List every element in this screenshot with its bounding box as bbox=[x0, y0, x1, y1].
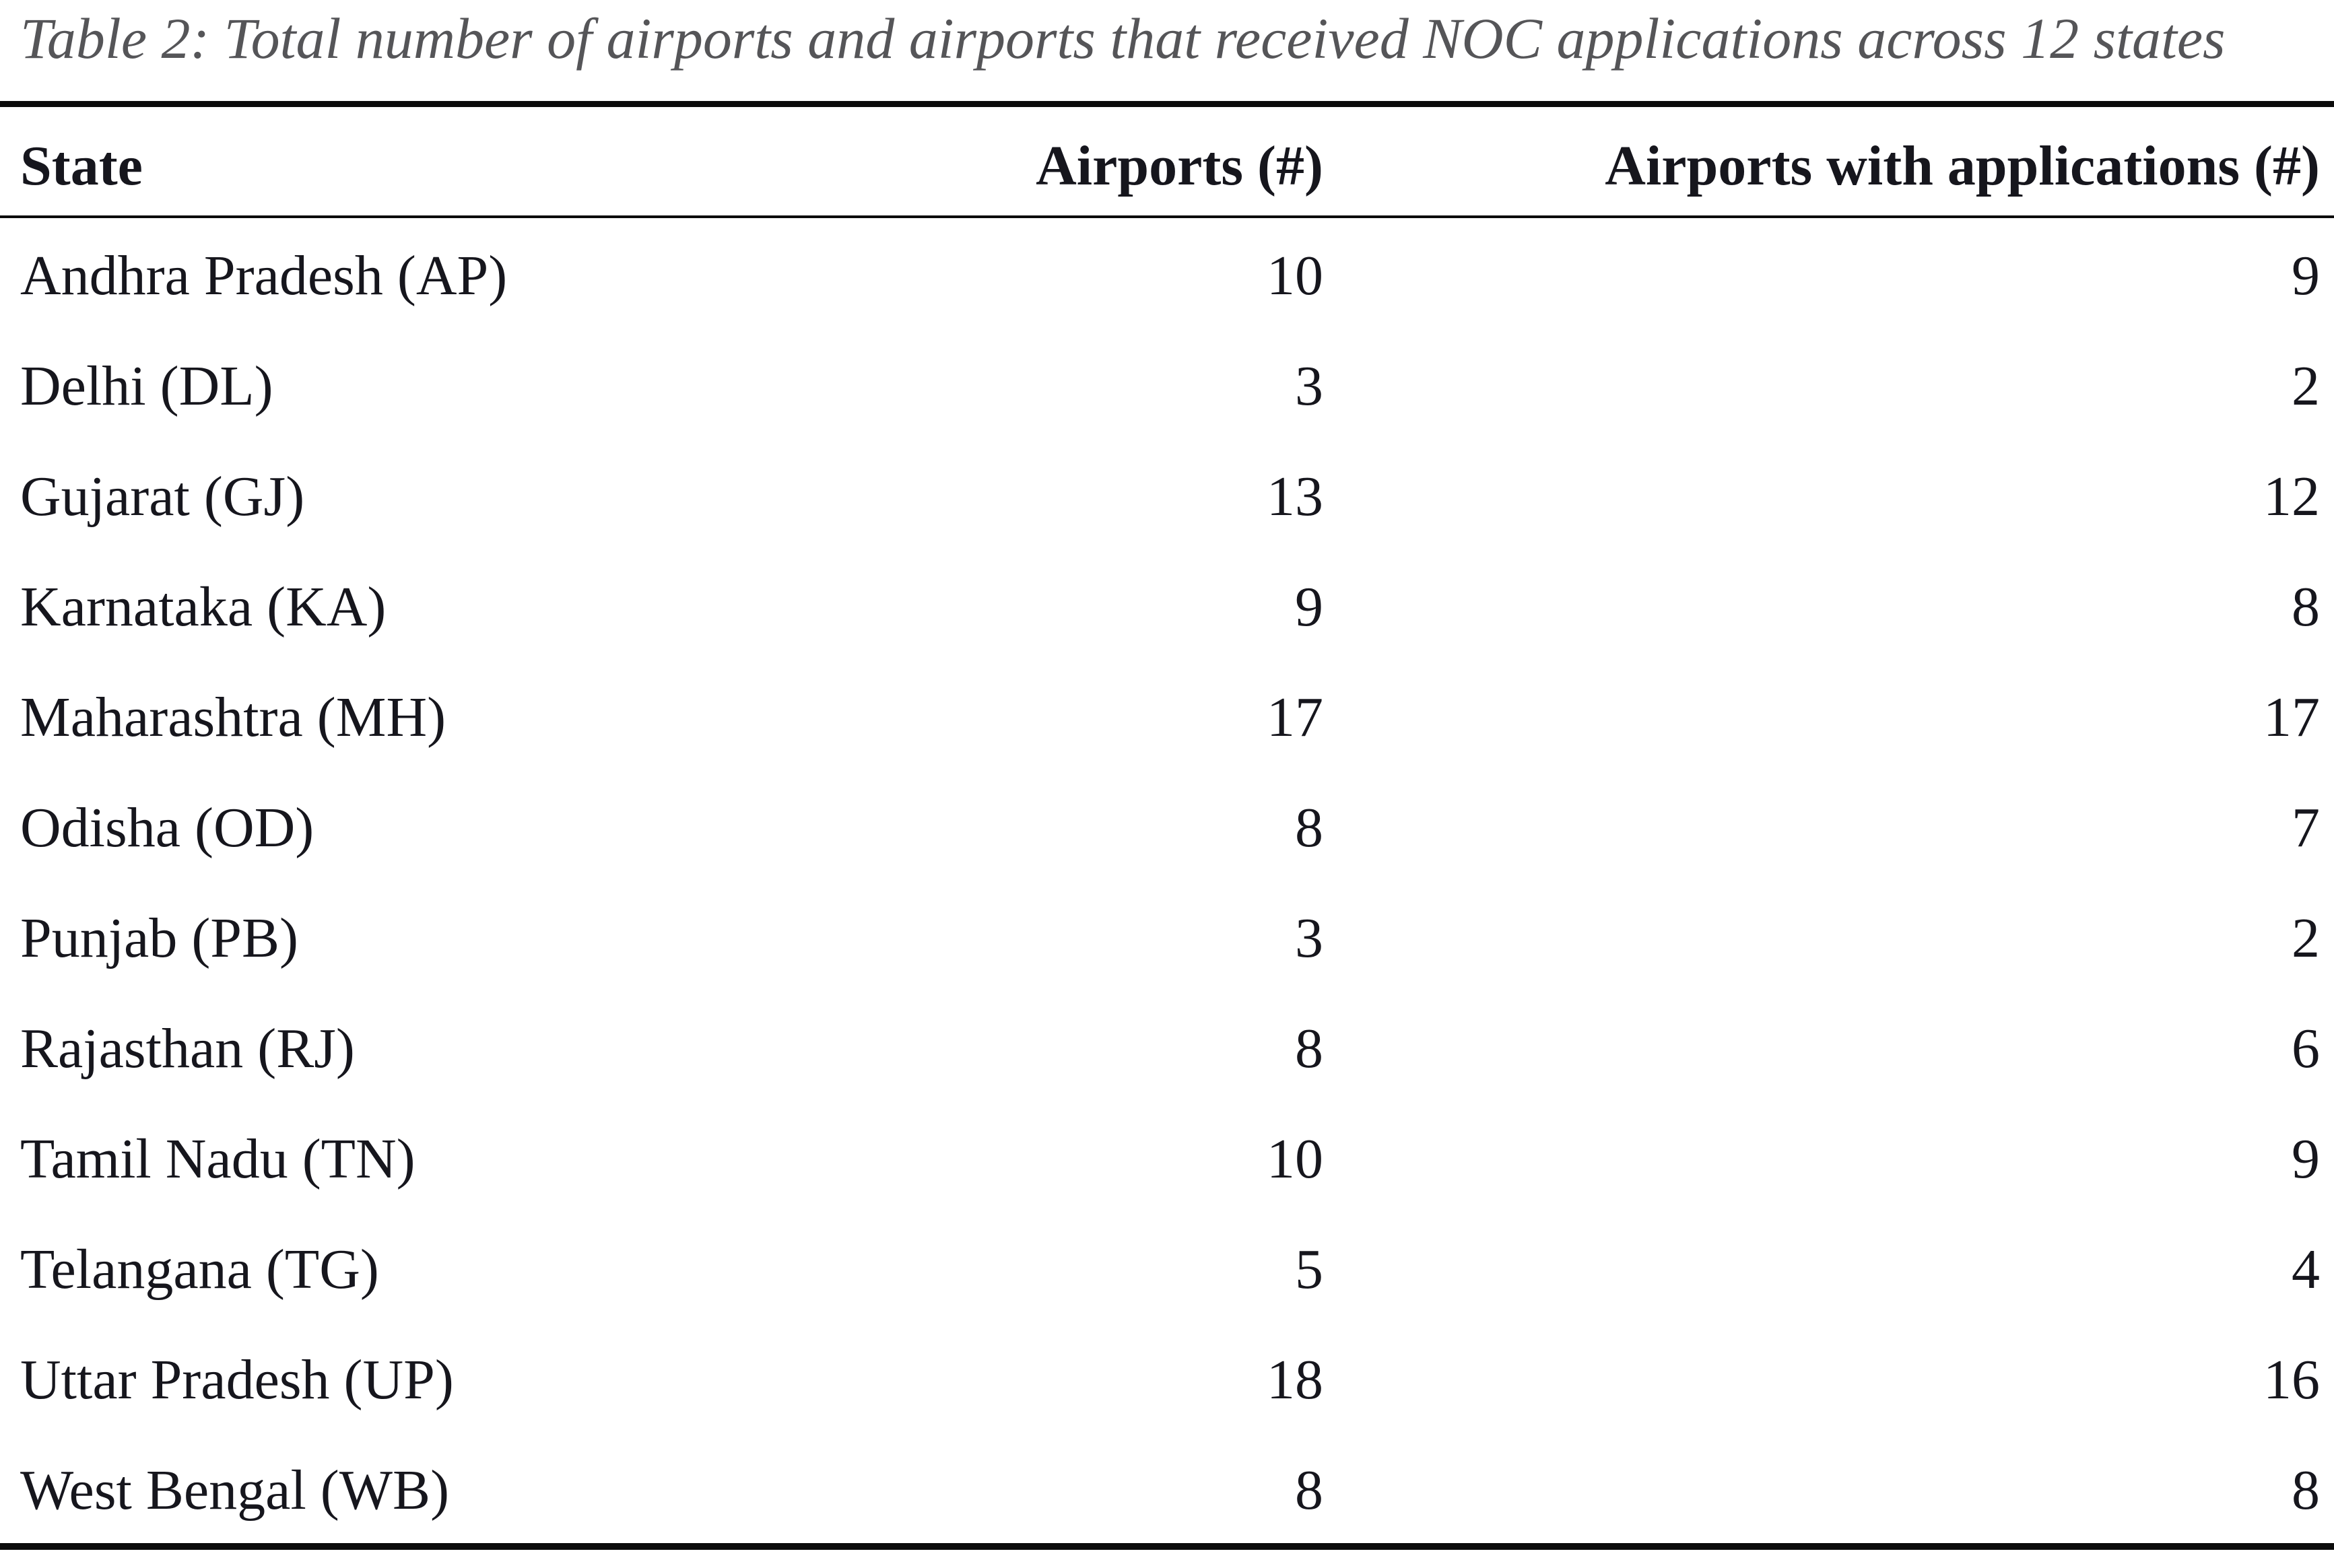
applications-count-cell: 9 bbox=[2292, 244, 2320, 307]
airports-count-cell: 13 bbox=[1267, 465, 1323, 528]
state-cell: Odisha (OD) bbox=[20, 796, 314, 859]
top-rule bbox=[0, 101, 2334, 107]
table-row: Odisha (OD) 8 7 bbox=[0, 770, 2334, 881]
column-header-airports: Airports (#) bbox=[1036, 135, 1323, 197]
airports-count-cell: 8 bbox=[1295, 1458, 1323, 1522]
state-cell: Gujarat (GJ) bbox=[20, 465, 305, 528]
applications-count-cell: 6 bbox=[2292, 1017, 2320, 1080]
airports-count-cell: 9 bbox=[1295, 575, 1323, 638]
applications-count-cell: 2 bbox=[2292, 906, 2320, 969]
table-row: West Bengal (WB) 8 8 bbox=[0, 1433, 2334, 1543]
applications-count-cell: 7 bbox=[2292, 796, 2320, 859]
state-cell: Rajasthan (RJ) bbox=[20, 1017, 355, 1080]
header-underline-rule bbox=[0, 215, 2334, 218]
state-cell: Maharashtra (MH) bbox=[20, 685, 446, 749]
column-header-state: State bbox=[20, 135, 143, 197]
table-body: Andhra Pradesh (AP) 10 9 Delhi (DL) 3 2 … bbox=[0, 218, 2334, 1543]
applications-count-cell: 12 bbox=[2263, 465, 2320, 528]
applications-count-cell: 8 bbox=[2292, 575, 2320, 638]
airports-count-cell: 8 bbox=[1295, 1017, 1323, 1080]
table-row: Maharashtra (MH) 17 17 bbox=[0, 660, 2334, 770]
applications-count-cell: 2 bbox=[2292, 354, 2320, 417]
applications-count-cell: 17 bbox=[2263, 685, 2320, 749]
table-row: Rajasthan (RJ) 8 6 bbox=[0, 991, 2334, 1101]
table-row: Tamil Nadu (TN) 10 9 bbox=[0, 1101, 2334, 1212]
applications-count-cell: 16 bbox=[2263, 1348, 2320, 1411]
table-row: Karnataka (KA) 9 8 bbox=[0, 549, 2334, 660]
airports-count-cell: 17 bbox=[1267, 685, 1323, 749]
state-cell: Uttar Pradesh (UP) bbox=[20, 1348, 454, 1411]
table-header-row: State Airports (#) Airports with applica… bbox=[0, 107, 2334, 215]
state-cell: Telangana (TG) bbox=[20, 1237, 379, 1301]
applications-count-cell: 4 bbox=[2292, 1237, 2320, 1301]
airports-count-cell: 10 bbox=[1267, 1127, 1323, 1190]
column-header-airports-with-applications: Airports with applications (#) bbox=[1605, 135, 2320, 197]
state-cell: Delhi (DL) bbox=[20, 354, 273, 417]
state-cell: Tamil Nadu (TN) bbox=[20, 1127, 415, 1190]
airports-count-cell: 5 bbox=[1295, 1237, 1323, 1301]
state-cell: Karnataka (KA) bbox=[20, 575, 387, 638]
applications-count-cell: 8 bbox=[2292, 1458, 2320, 1522]
table-row: Gujarat (GJ) 13 12 bbox=[0, 439, 2334, 549]
airports-count-cell: 8 bbox=[1295, 796, 1323, 859]
state-cell: Punjab (PB) bbox=[20, 906, 299, 969]
airports-count-cell: 10 bbox=[1267, 244, 1323, 307]
airports-count-cell: 3 bbox=[1295, 906, 1323, 969]
applications-count-cell: 9 bbox=[2292, 1127, 2320, 1190]
bottom-rule bbox=[0, 1543, 2334, 1550]
airports-count-cell: 3 bbox=[1295, 354, 1323, 417]
table-row: Uttar Pradesh (UP) 18 16 bbox=[0, 1322, 2334, 1433]
table-row: Andhra Pradesh (AP) 10 9 bbox=[0, 218, 2334, 329]
table-row: Delhi (DL) 3 2 bbox=[0, 329, 2334, 439]
table-row: Telangana (TG) 5 4 bbox=[0, 1212, 2334, 1322]
table-row: Punjab (PB) 3 2 bbox=[0, 881, 2334, 991]
airports-count-cell: 18 bbox=[1267, 1348, 1323, 1411]
table-caption: Table 2: Total number of airports and ai… bbox=[20, 6, 2226, 71]
state-cell: West Bengal (WB) bbox=[20, 1458, 450, 1522]
state-cell: Andhra Pradesh (AP) bbox=[20, 244, 508, 307]
